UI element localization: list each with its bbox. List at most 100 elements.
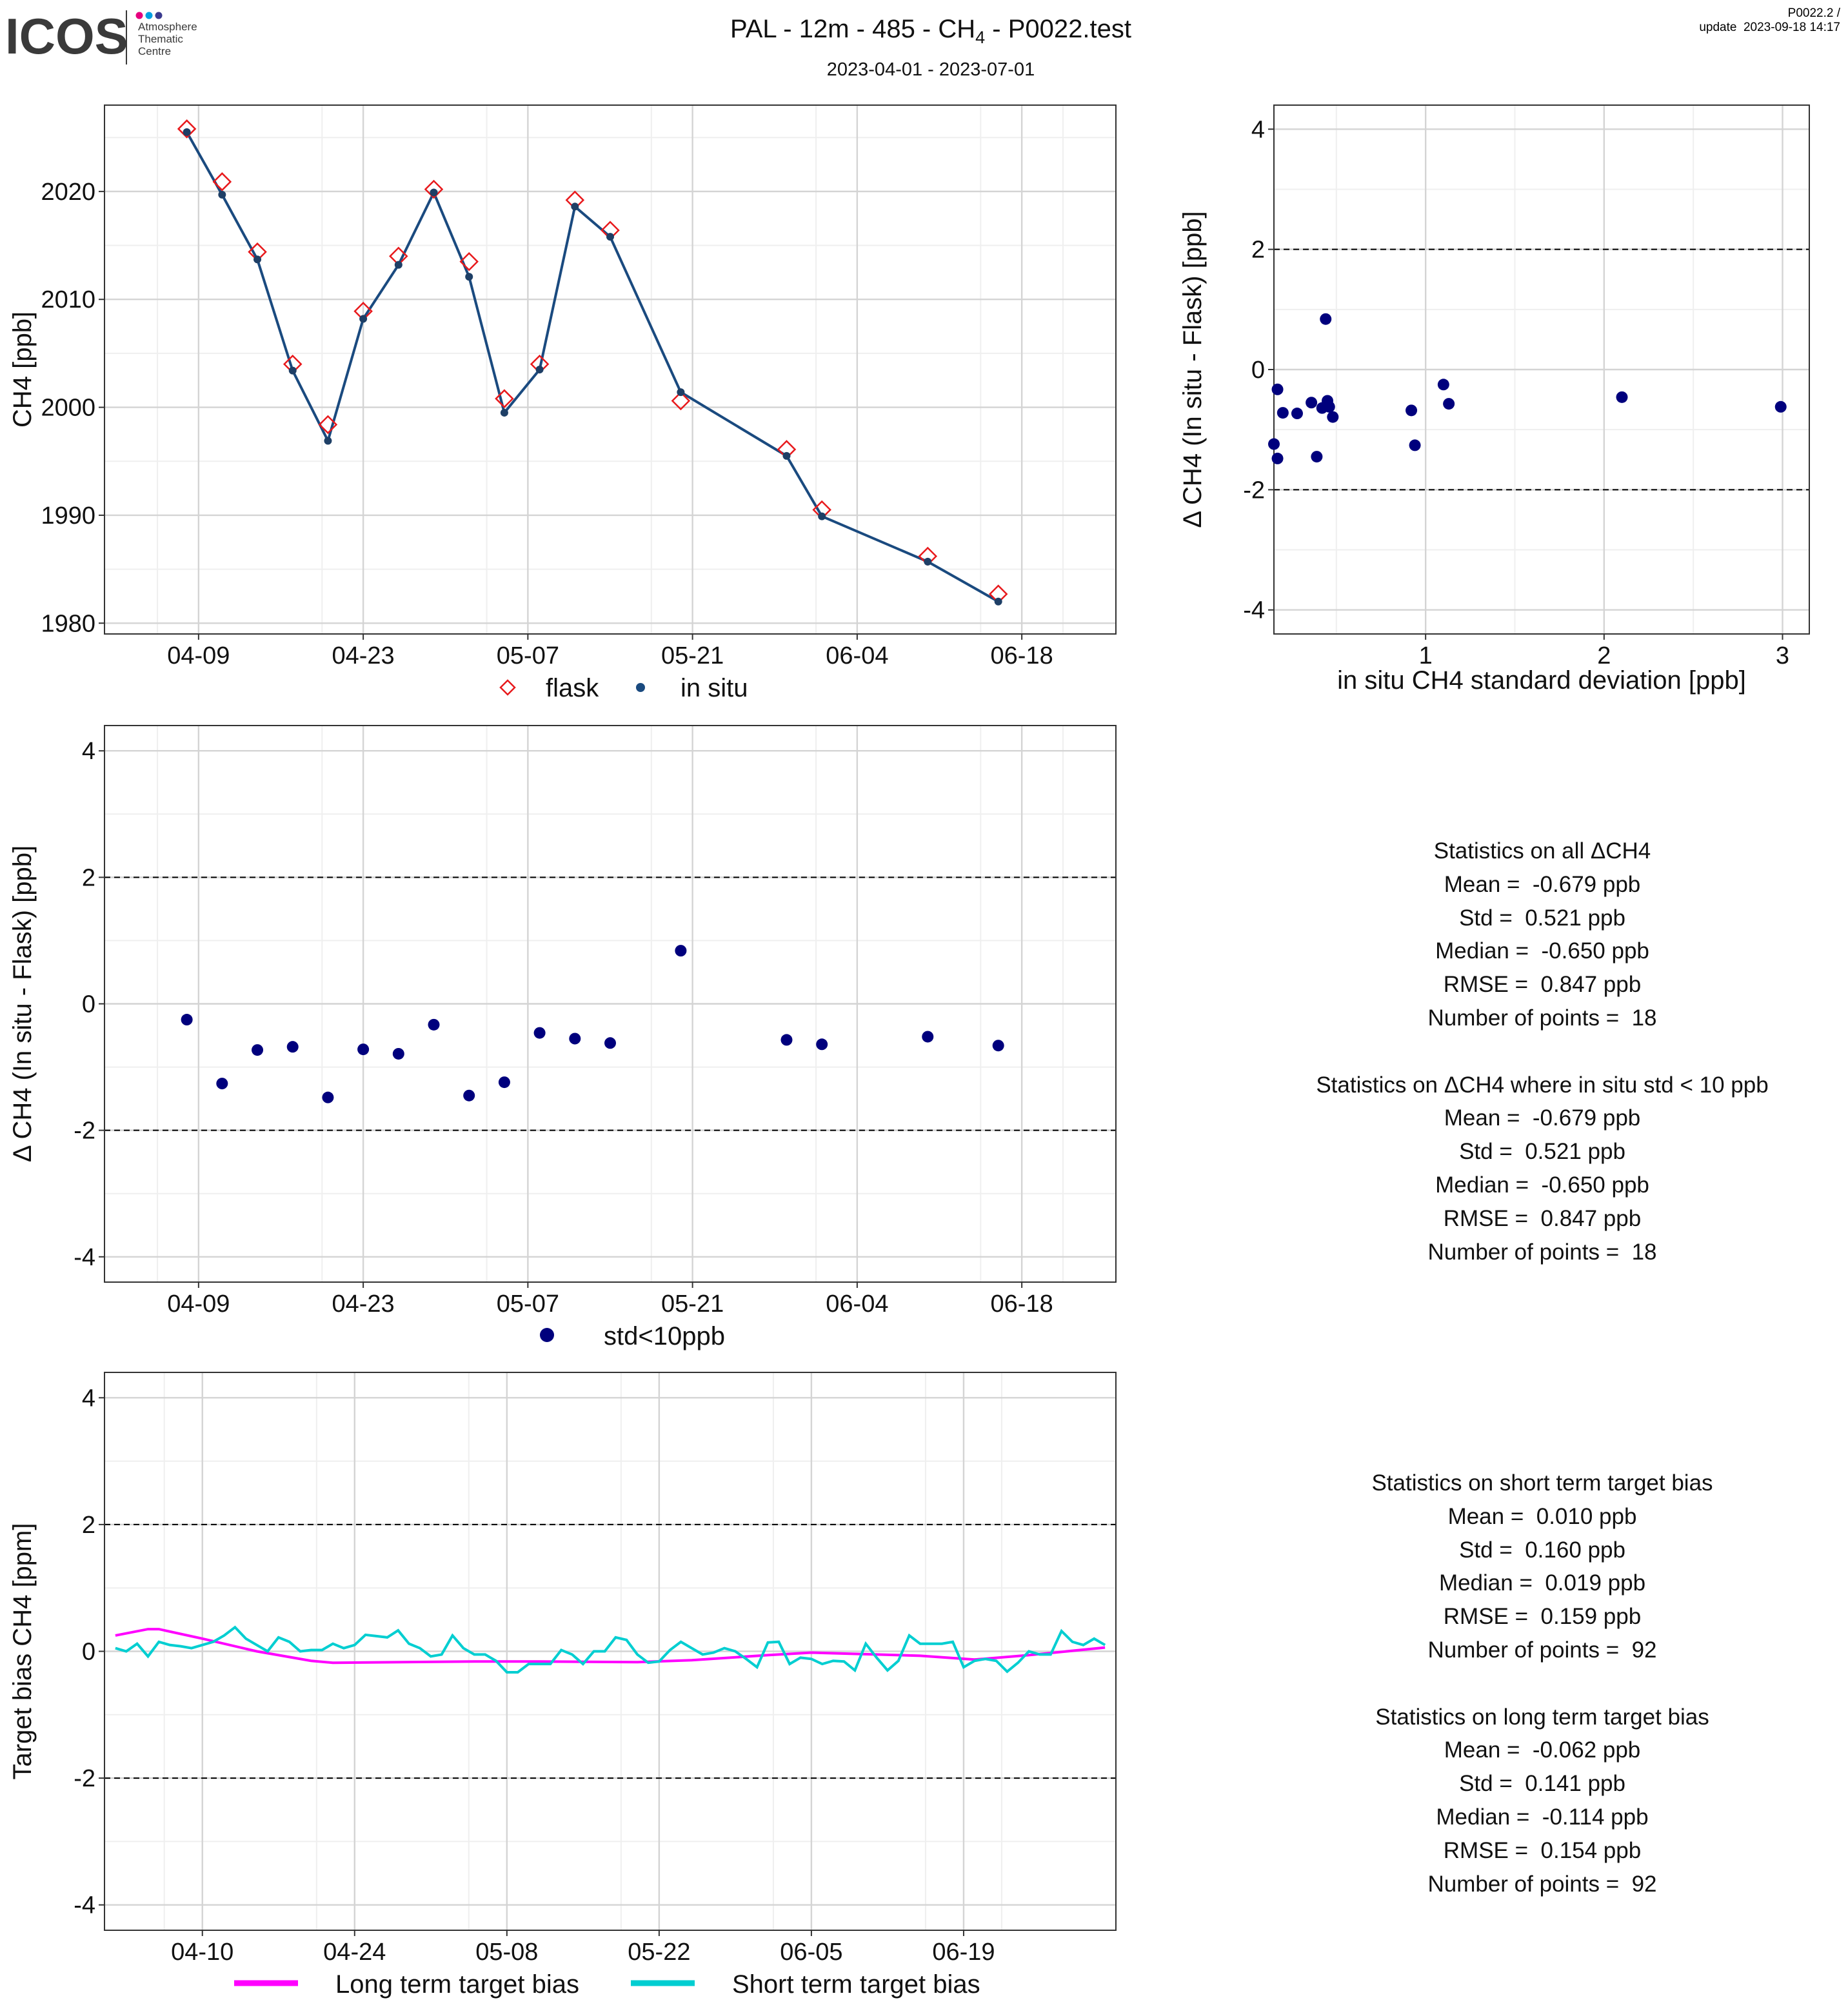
logo-dot-3	[155, 12, 163, 19]
stats-delta-line: Statistics on all ΔCH4	[1433, 838, 1651, 864]
legend-short-term-label: Short term target bias	[732, 1970, 980, 1999]
logo-sub-2: Thematic	[138, 33, 183, 45]
x-tick-label: 04-23	[332, 1290, 395, 1318]
stats-target-line: Mean = 0.010 ppb	[1447, 1503, 1637, 1529]
logo-sub-1: Atmosphere	[138, 21, 197, 33]
x-tick-label: 04-09	[167, 642, 230, 669]
legend-in-situ-label: in situ	[681, 674, 748, 702]
delta-point	[816, 1038, 828, 1051]
stats-target-line: Median = 0.019 ppb	[1438, 1570, 1646, 1596]
y-tick-label: 2	[82, 864, 95, 891]
x-tick-label: 04-23	[332, 642, 395, 669]
stats-target-line: Median = -0.114 ppb	[1436, 1804, 1649, 1830]
logo-sub-3: Centre	[138, 45, 171, 57]
delta-std-point	[1327, 411, 1339, 423]
x-tick-label: 04-09	[167, 1290, 230, 1318]
in-situ-point	[324, 437, 332, 445]
stats-target-line: Statistics on long term target bias	[1375, 1704, 1709, 1730]
stats-target-line: Number of points = 92	[1427, 1637, 1657, 1663]
in-situ-point	[500, 408, 508, 417]
y-axis-label: Δ CH4 (In situ - Flask) [ppb]	[1178, 211, 1207, 528]
in-situ-line	[185, 131, 999, 603]
y-tick-label: -4	[74, 1892, 95, 1919]
in-situ-point	[394, 261, 402, 269]
delta-std-point	[1311, 451, 1323, 463]
y-tick-label: 0	[82, 991, 95, 1018]
legend-flask-label: flask	[546, 674, 599, 702]
version-block: P0022.2 / update 2023-09-18 14:17	[1699, 6, 1840, 35]
stats-target-block: Statistics on short term target bias Mean…	[1252, 1467, 1833, 1901]
delta-timeseries-plot: 04-09 04-23 05-07 05-21 06-04 06-18 -4 -2 0 2 4 Δ C…	[8, 725, 1117, 1350]
stats-target-line: RMSE = 0.154 ppb	[1443, 1837, 1642, 1863]
legend-in-situ-marker	[636, 683, 645, 692]
page-title: PAL - 12m - 485 - CH4 - P0022.test	[730, 15, 1131, 47]
in-situ-point	[535, 366, 544, 373]
update-label: update 2023-09-18 14:17	[1699, 21, 1840, 34]
y-tick-label: 4	[82, 738, 95, 765]
delta-point	[780, 1034, 793, 1046]
y-tick-label: -4	[1243, 597, 1265, 624]
x-tick-label: 06-19	[932, 1939, 995, 1966]
delta-std-point	[1306, 397, 1318, 409]
stats-target-line: Statistics on short term target bias	[1371, 1470, 1713, 1496]
delta-vs-std-plot: 1 2 3 -4 -2 0 2 4 Δ CH4 (In situ - Flask) [ppb] i…	[1178, 104, 1810, 695]
delta-point	[992, 1040, 1004, 1052]
in-situ-point	[677, 388, 685, 397]
version-label: P0022.2 /	[1787, 6, 1840, 20]
y-tick-label: 4	[82, 1385, 95, 1412]
x-tick-label: 05-07	[497, 1290, 559, 1318]
in-situ-point	[288, 366, 297, 375]
stats-delta-line: Number of points = 18	[1427, 1239, 1657, 1265]
delta-point	[498, 1076, 510, 1089]
delta-point	[922, 1031, 934, 1043]
legend-ch4: flask in situ	[499, 674, 748, 702]
in-situ-point	[818, 512, 826, 520]
stats-delta-line: Number of points = 18	[1427, 1005, 1657, 1031]
in-situ-point	[571, 203, 579, 211]
delta-std-point	[1437, 379, 1449, 391]
stats-target-line: Mean = -0.062 ppb	[1444, 1737, 1641, 1763]
stats-target-line: Std = 0.141 ppb	[1459, 1771, 1625, 1797]
delta-point	[357, 1043, 370, 1056]
in-situ-point	[430, 188, 438, 197]
x-tick-label: 05-08	[475, 1939, 538, 1966]
x-tick-label: 04-10	[171, 1939, 233, 1966]
delta-std-point	[1774, 400, 1787, 413]
in-situ-point	[994, 597, 1002, 606]
stats-delta-line: Median = -0.650 ppb	[1435, 938, 1649, 964]
legend-long-term-label: Long term target bias	[335, 1970, 579, 1999]
delta-point	[675, 945, 687, 957]
charts-layer: 04-09 04-23 05-07 05-21 06-04 06-181980199020…	[8, 104, 1810, 1999]
y-tick-label: 4	[1251, 116, 1265, 143]
delta-point	[286, 1041, 299, 1053]
in-situ-point	[606, 233, 614, 241]
logo-dot-1	[135, 12, 143, 19]
y-tick-label: -2	[74, 1118, 95, 1145]
title-subscript: 4	[975, 28, 985, 47]
in-situ-point	[218, 190, 226, 199]
delta-std-point	[1271, 383, 1284, 395]
icos-logo: ICOS Atmosphere Thematic Centre	[5, 8, 197, 64]
delta-std-point	[1616, 391, 1628, 403]
delta-point	[463, 1089, 475, 1102]
x-tick-label: 2	[1597, 642, 1611, 669]
delta-point	[392, 1047, 404, 1060]
stats-delta-line: Std = 0.521 ppb	[1459, 905, 1625, 931]
delta-std-point	[1443, 398, 1455, 410]
flask-point	[459, 252, 479, 272]
delta-point	[533, 1027, 546, 1039]
y-tick-label: 1980	[41, 610, 95, 637]
x-tick-label: 3	[1776, 642, 1789, 669]
x-axis-label: in situ CH4 standard deviation [ppb]	[1337, 666, 1746, 695]
stats-delta-block: Statistics on all ΔCH4 Mean = -0.679 ppb S…	[1252, 835, 1833, 1269]
y-tick-label: 2	[82, 1512, 95, 1539]
y-tick-label: 2	[1251, 237, 1265, 264]
x-tick-label: 05-07	[497, 642, 559, 669]
delta-point	[322, 1091, 334, 1103]
in-situ-point	[782, 451, 791, 460]
y-tick-label: 0	[1251, 357, 1265, 384]
delta-point	[216, 1078, 228, 1090]
flask-point	[318, 415, 338, 435]
delta-std-point	[1268, 438, 1280, 450]
